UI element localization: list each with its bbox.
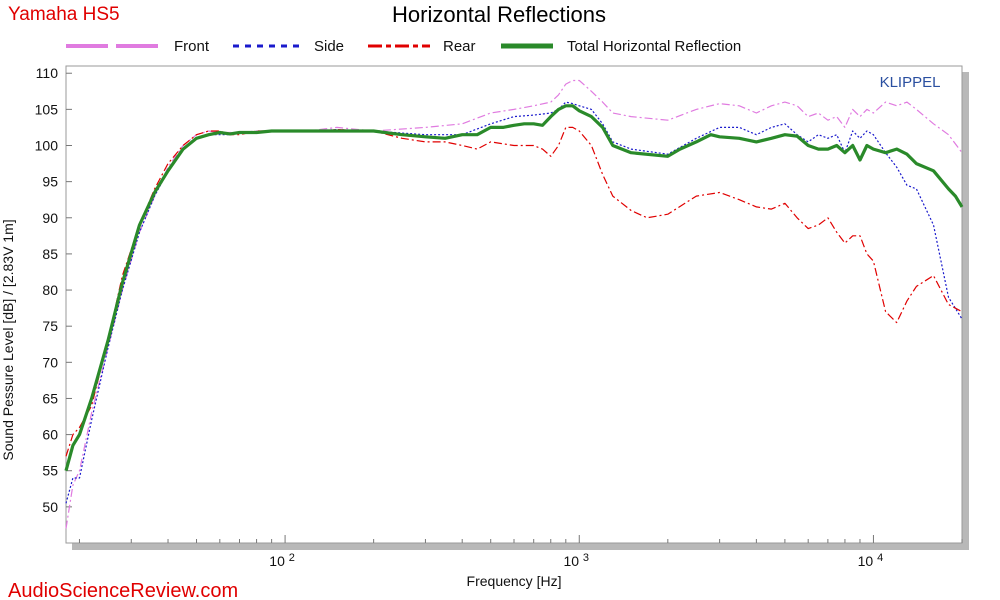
y-tick-label: 65 xyxy=(42,390,58,406)
y-tick-label: 60 xyxy=(42,427,58,443)
series-line-total-horizontal-reflection xyxy=(64,104,964,472)
y-tick-label: 100 xyxy=(35,138,59,154)
axes: 50 55 60 65 70 75 80 85 90 95 100 105 110 10 2 10 3 10 … xyxy=(35,65,963,569)
x-tick-label: 10 3 xyxy=(563,552,589,569)
frame-shadow-right xyxy=(962,72,969,549)
series-line-rear xyxy=(65,126,963,457)
y-tick-label: 110 xyxy=(36,65,59,81)
klippel-label: KLIPPEL xyxy=(880,74,941,91)
x-tick-label: 10 4 xyxy=(858,552,884,569)
legend: Front Side Rear Total Horizontal Reflection xyxy=(66,38,741,55)
series-layer xyxy=(64,79,964,529)
watermark: AudioScienceReview.com xyxy=(8,580,238,600)
legend-label-side: Side xyxy=(314,38,344,55)
chart-title: Horizontal Reflections xyxy=(392,2,606,27)
frame-shadow-bottom xyxy=(72,543,969,550)
y-tick-label: 90 xyxy=(42,210,58,226)
y-tick-label: 95 xyxy=(42,174,58,190)
y-tick-label: 50 xyxy=(42,499,58,515)
y-axis-title: Sound Pessure Level [dB] / [2.83V 1m] xyxy=(0,219,16,460)
legend-label-rear: Rear xyxy=(443,38,476,55)
series-line-front xyxy=(65,79,963,529)
y-tick-label: 105 xyxy=(35,101,59,117)
series-line-side xyxy=(65,101,963,504)
legend-label-front: Front xyxy=(174,38,210,55)
legend-label-total-horizontal-reflection: Total Horizontal Reflection xyxy=(567,38,741,55)
y-tick-label: 70 xyxy=(42,354,58,370)
y-tick-label: 75 xyxy=(42,318,58,334)
y-tick-label: 80 xyxy=(42,282,58,298)
x-tick-label: 10 2 xyxy=(269,552,295,569)
x-axis-title: Frequency [Hz] xyxy=(467,573,562,589)
y-tick-label: 85 xyxy=(42,246,58,262)
brand-label: Yamaha HS5 xyxy=(8,4,120,25)
y-tick-label: 55 xyxy=(42,463,58,479)
